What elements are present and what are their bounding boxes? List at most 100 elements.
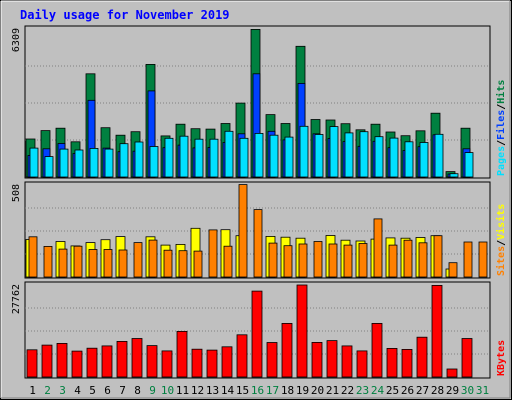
x-tick-label: 26	[401, 384, 414, 397]
x-tick-label: 22	[341, 384, 354, 397]
pages-bar	[119, 143, 129, 178]
sites-bar	[343, 244, 353, 278]
x-tick-label: 13	[206, 384, 219, 397]
pages-bar	[299, 125, 309, 178]
kbytes-bar	[26, 349, 38, 378]
legend-entry: Hits	[495, 80, 507, 104]
pages-bar	[104, 148, 114, 178]
x-tick-label: 1	[29, 384, 36, 397]
sites-bar	[448, 262, 458, 278]
sites-bar	[178, 250, 188, 278]
x-tick-label: 27	[416, 384, 429, 397]
x-tick-label: 5	[89, 384, 96, 397]
kbytes-bar	[371, 322, 383, 378]
sites-bar	[463, 241, 473, 278]
pages-bar	[464, 152, 474, 178]
sites-bar	[28, 236, 38, 278]
kbytes-bar	[311, 341, 323, 378]
sites-bar	[73, 245, 83, 278]
x-tick-label: 23	[356, 384, 369, 397]
kbytes-bar	[296, 284, 308, 378]
y-max-label: 508	[11, 184, 22, 202]
legend-entry: /	[496, 104, 507, 110]
x-tick-label: 2	[44, 384, 51, 397]
kbytes-bar	[386, 347, 398, 378]
kbytes-bar	[131, 338, 143, 378]
y-max-label: 6309	[11, 28, 22, 52]
pages-bar	[254, 132, 264, 178]
sites-bar	[163, 249, 173, 278]
sites-bar	[388, 244, 398, 278]
pages-bar	[449, 173, 459, 178]
legend-visits-sites: Sites/Visits	[495, 204, 507, 276]
sites-bar	[373, 218, 383, 278]
sites-bar	[268, 242, 278, 278]
sites-bar	[478, 241, 488, 278]
pages-bar	[314, 134, 324, 178]
kbytes-bar	[176, 330, 188, 378]
kbytes-bar	[191, 348, 203, 378]
kbytes-bar	[56, 342, 68, 378]
kbytes-bar	[266, 342, 278, 378]
pages-bar	[374, 136, 384, 178]
sites-bar	[238, 184, 248, 278]
x-tick-label: 18	[281, 384, 294, 397]
x-tick-label: 24	[371, 384, 385, 397]
sites-bar	[298, 243, 308, 278]
pages-bar	[329, 126, 339, 178]
pages-bar	[269, 134, 279, 178]
sites-bar	[283, 245, 293, 278]
sites-bar	[43, 245, 53, 278]
sites-bar	[313, 241, 323, 278]
x-tick-label: 11	[176, 384, 189, 397]
x-tick-label: 3	[59, 384, 66, 397]
x-tick-label: 12	[191, 384, 204, 397]
sites-bar	[148, 239, 158, 278]
kbytes-bar	[326, 340, 338, 378]
x-tick-label: 15	[236, 384, 249, 397]
pages-bar	[224, 130, 234, 178]
pages-bar	[179, 135, 189, 178]
sites-bar	[223, 245, 233, 278]
pages-bar	[194, 138, 204, 178]
sites-bar	[133, 242, 143, 278]
x-tick-label: 10	[161, 384, 174, 397]
legend-entry: Sites	[495, 246, 507, 276]
chart-title: Daily usage for November 2019	[20, 8, 230, 22]
kbytes-bar	[461, 338, 473, 378]
pages-bar	[74, 149, 84, 178]
kbytes-bar	[401, 348, 413, 378]
kbytes-bar	[116, 340, 128, 378]
pages-bar	[389, 137, 399, 178]
kbytes-bar	[431, 284, 443, 378]
pages-bar	[239, 137, 249, 178]
legend-entry: Files	[495, 110, 507, 140]
sites-bar	[403, 239, 413, 278]
sites-bar	[253, 209, 263, 278]
x-tick-label: 21	[326, 384, 339, 397]
pages-bar	[344, 132, 354, 178]
x-tick-label: 6	[104, 384, 111, 397]
x-tick-label: 14	[221, 384, 235, 397]
kbytes-bar	[161, 350, 173, 378]
x-tick-label: 9	[149, 384, 156, 397]
legend-entry: /	[496, 140, 507, 146]
x-tick-label: 17	[266, 384, 279, 397]
x-tick-label: 16	[251, 384, 264, 397]
x-tick-label: 8	[134, 384, 141, 397]
sites-bar	[208, 229, 218, 278]
kbytes-bar	[281, 322, 293, 378]
sites-bar	[418, 242, 428, 278]
pages-bar	[209, 138, 219, 178]
kbytes-bar	[86, 347, 98, 378]
pages-bar	[359, 131, 369, 178]
legend-entry: Pages	[496, 146, 507, 176]
pages-bar	[89, 147, 99, 178]
pages-bar	[164, 137, 174, 178]
x-tick-label: 28	[431, 384, 444, 397]
x-tick-label: 31	[476, 384, 489, 397]
sites-bar	[193, 250, 203, 278]
kbytes-bar	[416, 336, 428, 378]
kbytes-bar	[221, 346, 233, 378]
